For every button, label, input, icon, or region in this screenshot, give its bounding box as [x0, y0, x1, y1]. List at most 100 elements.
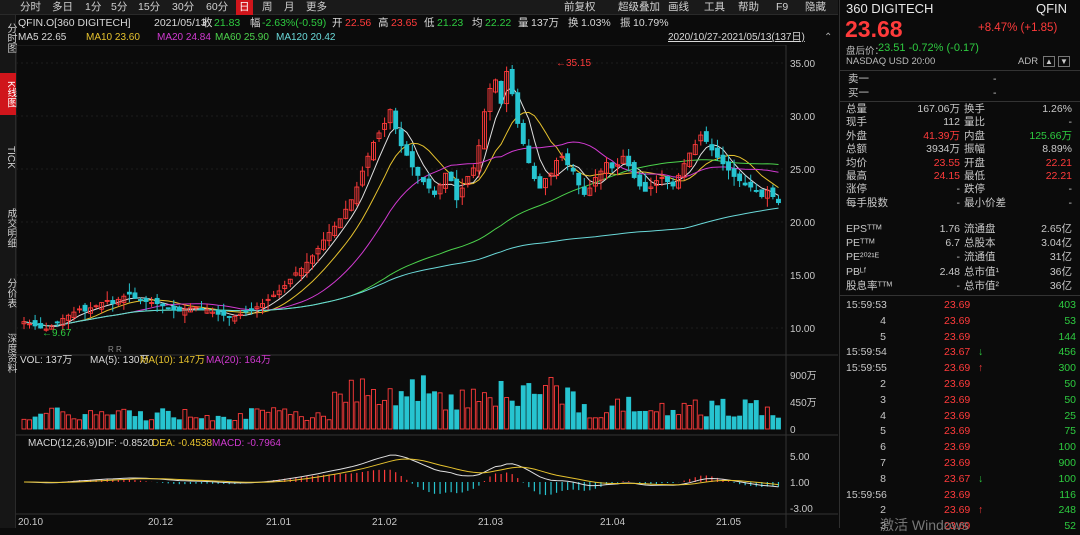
side-tab-price-table[interactable]: 分价表	[5, 278, 16, 308]
volume-bar	[409, 379, 415, 430]
qianfuquan-button[interactable]: 前复权	[564, 1, 596, 13]
kline-chart[interactable]: 35.00 30.00 25.00 20.00 15.00 10.00 900万 450万 0…	[16, 45, 838, 528]
volume-bar	[565, 387, 571, 430]
stat-value: -	[1068, 183, 1073, 196]
tab-month[interactable]: 月	[284, 1, 295, 13]
stat-label: 外盘	[846, 129, 867, 142]
tab-5min[interactable]: 5分	[111, 1, 128, 13]
macd-tick-label: 5.00	[790, 452, 810, 463]
candle-body	[420, 177, 426, 183]
date-tick-label: 21.05	[716, 517, 741, 528]
candle-body	[748, 181, 754, 188]
volume-bar	[27, 419, 32, 430]
help-button[interactable]: 帮助	[738, 1, 759, 13]
candle-body	[315, 248, 321, 255]
candle-body	[665, 176, 670, 183]
price-grid	[16, 45, 787, 356]
volume-bar	[60, 411, 66, 430]
close-label: 收	[202, 17, 213, 29]
volume-bar	[653, 411, 659, 430]
date-tick-label: 20.10	[18, 517, 43, 528]
fund-value: 36亿	[1049, 265, 1072, 278]
tab-15min[interactable]: 15分	[138, 1, 161, 13]
draw-line-button[interactable]: 画线	[668, 1, 689, 13]
after-hours-price: 23.51 -0.72% (-0.17)	[878, 42, 979, 54]
tab-60min[interactable]: 60分	[206, 1, 229, 13]
candle-body	[587, 187, 593, 196]
candle-body	[43, 328, 49, 331]
volume-bar	[387, 388, 393, 430]
tab-day[interactable]: 日	[236, 0, 253, 15]
volume-bar	[232, 420, 238, 430]
date-range-label[interactable]: 2020/10/27-2021/05/13(137日)	[668, 32, 805, 43]
volume-bar	[520, 385, 526, 430]
volume-bar	[310, 417, 315, 430]
macd-tick-label: 1.00	[790, 478, 810, 489]
open-label: 开	[332, 17, 343, 29]
super-overlay-button[interactable]: 超级叠加	[618, 1, 660, 13]
candle-body	[737, 173, 743, 182]
hide-button[interactable]: 隐藏	[805, 1, 826, 13]
side-tab-detail[interactable]: 成交明细	[5, 208, 16, 248]
trade-price: 23.69	[944, 362, 971, 375]
chevron-down-icon[interactable]: ▼	[1058, 56, 1070, 67]
stat-label: 涨停	[846, 183, 867, 196]
stat-value: 23.55	[933, 156, 960, 169]
tab-more[interactable]: 更多	[306, 1, 327, 13]
volume-bar	[221, 416, 227, 430]
fund-value: 6.7	[945, 237, 960, 250]
candle-body	[271, 294, 277, 298]
tools-button[interactable]: 工具	[704, 1, 725, 13]
volume-bar	[631, 411, 637, 430]
volume-bar	[737, 415, 743, 430]
ma120-line	[23, 207, 779, 327]
fund-value: 31亿	[1049, 251, 1072, 264]
trade-price: 23.69	[944, 409, 971, 422]
trade-time: 4	[880, 314, 886, 327]
date-tick-label: 21.01	[266, 517, 291, 528]
stat-label: 每手股数	[846, 196, 888, 209]
volume-bar	[54, 407, 60, 430]
tab-1min[interactable]: 1分	[85, 1, 102, 13]
turnover-label: 换	[568, 17, 579, 29]
quote-panel: 360 DIGITECH QFIN 23.68 +8.47% (+1.85) 盘…	[839, 0, 1080, 533]
volume-bar	[276, 410, 282, 430]
tab-duori[interactable]: 多日	[52, 1, 73, 13]
trade-time: 15:59:55	[846, 362, 887, 375]
last-price: 23.68	[845, 16, 903, 42]
stock-name: 360 DIGITECH	[846, 1, 934, 16]
price-annotations: ←35.15 ←9.67 R R	[42, 58, 591, 354]
candle-body	[554, 160, 560, 176]
trade-volume: 456	[1058, 346, 1076, 359]
price-frame	[16, 45, 787, 356]
trade-price: 23.69	[944, 504, 971, 517]
stat-value: 125.66万	[1029, 129, 1072, 142]
chevron-up-icon[interactable]: ▲	[1043, 56, 1055, 67]
tab-30min[interactable]: 30分	[172, 1, 195, 13]
trade-price: 23.69	[944, 314, 971, 327]
side-tab-depth[interactable]: 深度资料	[5, 333, 16, 373]
candle-body	[365, 155, 371, 168]
volume-bar	[437, 392, 443, 430]
price-tick-label: 35.00	[790, 59, 815, 70]
fund-value: -	[956, 251, 961, 264]
volume-bar	[493, 405, 498, 430]
candle-body	[21, 321, 27, 325]
settings-icon[interactable]: ⌃	[824, 32, 833, 43]
tab-week[interactable]: 周	[262, 1, 273, 13]
volume-bar	[82, 414, 88, 430]
side-tab-tick[interactable]: TICK	[5, 145, 16, 169]
trade-volume: 100	[1058, 472, 1076, 485]
high-value: 23.65	[391, 17, 418, 29]
tab-fenshi[interactable]: 分时	[20, 1, 41, 13]
side-tab-kline[interactable]: K线图	[0, 73, 16, 115]
candle-body	[287, 278, 293, 285]
f9-button[interactable]: F9	[776, 1, 789, 13]
side-tab-fenshi[interactable]: 分时图	[5, 23, 16, 53]
candle-body	[481, 111, 487, 150]
volume-bar	[315, 412, 321, 430]
candle-body	[676, 174, 682, 189]
stock-code: QFIN.O[360 DIGITECH]	[18, 17, 131, 29]
volume-bar	[326, 419, 332, 430]
stat-value: 3934万	[926, 143, 960, 156]
